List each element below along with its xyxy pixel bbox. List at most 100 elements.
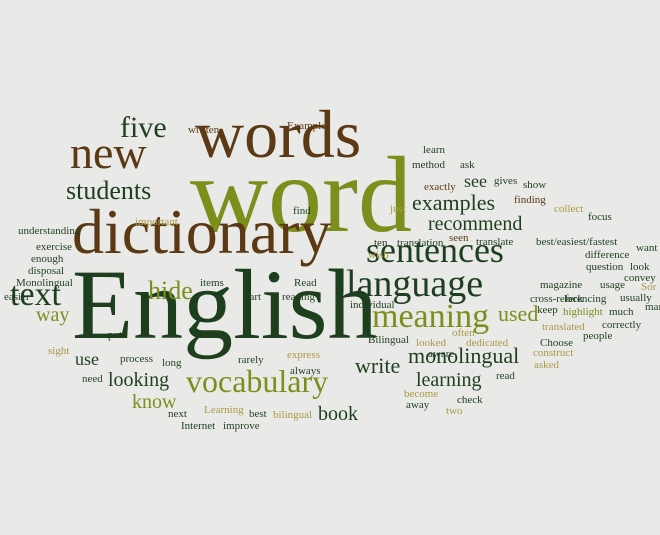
cloud-word-aware: aware — [428, 348, 455, 360]
cloud-word-people: people — [583, 330, 613, 342]
cloud-word-write: write — [355, 353, 401, 378]
cloud-word-items: items — [200, 277, 224, 289]
cloud-word-mar: mar — [645, 301, 660, 313]
cloud-word-bilingual: bilingual — [273, 409, 313, 421]
cloud-word-sentences: sentences — [366, 230, 504, 270]
cloud-word-monolingual: Monolingual — [16, 277, 73, 289]
cloud-word-disposal: disposal — [28, 265, 65, 277]
cloud-word-highlight: highlight — [563, 306, 603, 318]
cloud-word-choose: Choose — [540, 337, 573, 349]
cloud-word-show: show — [523, 179, 547, 191]
cloud-word-translated: translated — [542, 321, 585, 333]
cloud-word-dedicated: dedicated — [466, 337, 509, 349]
cloud-word-question: question — [586, 261, 624, 273]
cloud-word-book: book — [318, 403, 358, 425]
cloud-word-improve: improve — [223, 420, 260, 432]
cloud-word-just: just — [390, 203, 406, 215]
cloud-word-words: words — [195, 96, 362, 172]
cloud-word-focus: focus — [588, 211, 612, 223]
cloud-word-want: want — [636, 242, 658, 254]
cloud-word-best: best — [249, 408, 267, 420]
cloud-word-text: text — [10, 276, 61, 313]
cloud-word-read: Read — [294, 277, 317, 289]
cloud-word-magazine: magazine — [540, 279, 583, 291]
cloud-word-dictionary: dictionary — [72, 196, 332, 267]
cloud-word-hide: hide — [148, 276, 193, 305]
cloud-word-process: process — [120, 353, 153, 365]
cloud-word-translate: translate — [476, 236, 514, 248]
cloud-word-read: read — [496, 370, 515, 382]
cloud-word-gives: gives — [494, 175, 518, 187]
cloud-word-away: away — [406, 399, 430, 411]
cloud-word-two: two — [446, 405, 463, 417]
cloud-word-difference: difference — [585, 249, 630, 261]
cloud-word-understanding: understanding — [18, 225, 81, 237]
cloud-word-exercise: exercise — [36, 241, 73, 253]
cloud-word-way: way — [36, 304, 70, 326]
cloud-word-put: put — [108, 329, 123, 341]
cloud-word-used: used — [498, 301, 539, 326]
cloud-word-ask: ask — [460, 159, 475, 171]
cloud-word-become: become — [404, 388, 439, 400]
cloud-word-meaning: meaning — [372, 298, 490, 335]
cloud-word-written: written — [188, 124, 220, 136]
cloud-word-learning: learning — [416, 369, 482, 391]
cloud-word-keep: keep — [537, 304, 558, 316]
cloud-word-five: five — [120, 111, 167, 144]
cloud-word-collect: collect — [554, 203, 584, 215]
cloud-word-bilingual: Bilingual — [368, 334, 409, 346]
cloud-word-word: word — [190, 136, 412, 255]
cloud-word-monolingual: monolingual — [408, 343, 520, 368]
cloud-word-correctly: correctly — [602, 319, 642, 331]
cloud-word-much: much — [609, 306, 634, 318]
cloud-word-express: express — [287, 349, 320, 361]
cloud-word-check: check — [457, 394, 483, 406]
cloud-word-method: method — [412, 159, 445, 171]
cloud-word-example: Example — [287, 120, 327, 132]
cloud-word-recommend: recommend — [428, 213, 523, 235]
cloud-word-look: look — [630, 261, 650, 273]
cloud-word-easier: easier — [4, 291, 30, 303]
cloud-word-see: see — [464, 171, 487, 191]
cloud-word-individual: individual — [350, 299, 395, 311]
cloud-word-know: know — [132, 391, 177, 413]
cloud-word-seen: seen — [449, 232, 469, 244]
cloud-word-enough: enough — [31, 253, 64, 265]
cloud-word-rarely: rarely — [238, 354, 264, 366]
cloud-word-important: important — [135, 216, 178, 228]
cloud-word-sor: Sor — [641, 281, 657, 293]
cloud-word-learning: Learning — [204, 404, 244, 416]
cloud-word-examples: examples — [412, 190, 496, 215]
cloud-word-construct: construct — [533, 347, 574, 359]
cloud-word-new: new — [70, 127, 147, 178]
cloud-word-exactly: exactly — [424, 181, 456, 193]
cloud-word-wish: wish — [368, 249, 389, 261]
cloud-word-looked: looked — [416, 337, 446, 349]
cloud-word-part: part — [244, 291, 262, 303]
cloud-word-convey: convey — [624, 272, 656, 284]
cloud-word-internet: Internet — [181, 420, 216, 432]
cloud-word-usage: usage — [600, 279, 626, 291]
cloud-word-find: find — [293, 205, 311, 217]
cloud-word-language: language — [346, 263, 484, 305]
cloud-word-reading: reading — [282, 291, 315, 303]
cloud-word-next: next — [168, 408, 187, 420]
cloud-word-learn: learn — [423, 144, 445, 156]
cloud-word-students: students — [66, 176, 152, 205]
cloud-word-long: long — [162, 357, 182, 369]
cloud-word-usually: usually — [620, 292, 652, 304]
cloud-word-ten: ten — [374, 237, 388, 249]
cloud-word-always: always — [290, 365, 321, 377]
cloud-word-lock: lock — [564, 293, 583, 305]
cloud-word-asked: asked — [534, 359, 560, 371]
cloud-word-english: English — [72, 249, 378, 360]
cloud-word-translation: translation — [397, 237, 444, 249]
cloud-word-vocabulary: vocabulary — [186, 363, 329, 399]
cloud-word-best-easiest-fastest: best/easiest/fastest — [536, 236, 618, 248]
cloud-word-cross-referencing: cross-referencing — [530, 293, 607, 305]
cloud-word-use: use — [75, 349, 99, 369]
cloud-word-need: need — [82, 373, 103, 385]
cloud-word-looking: looking — [108, 369, 170, 391]
cloud-word-sight: sight — [48, 345, 70, 357]
